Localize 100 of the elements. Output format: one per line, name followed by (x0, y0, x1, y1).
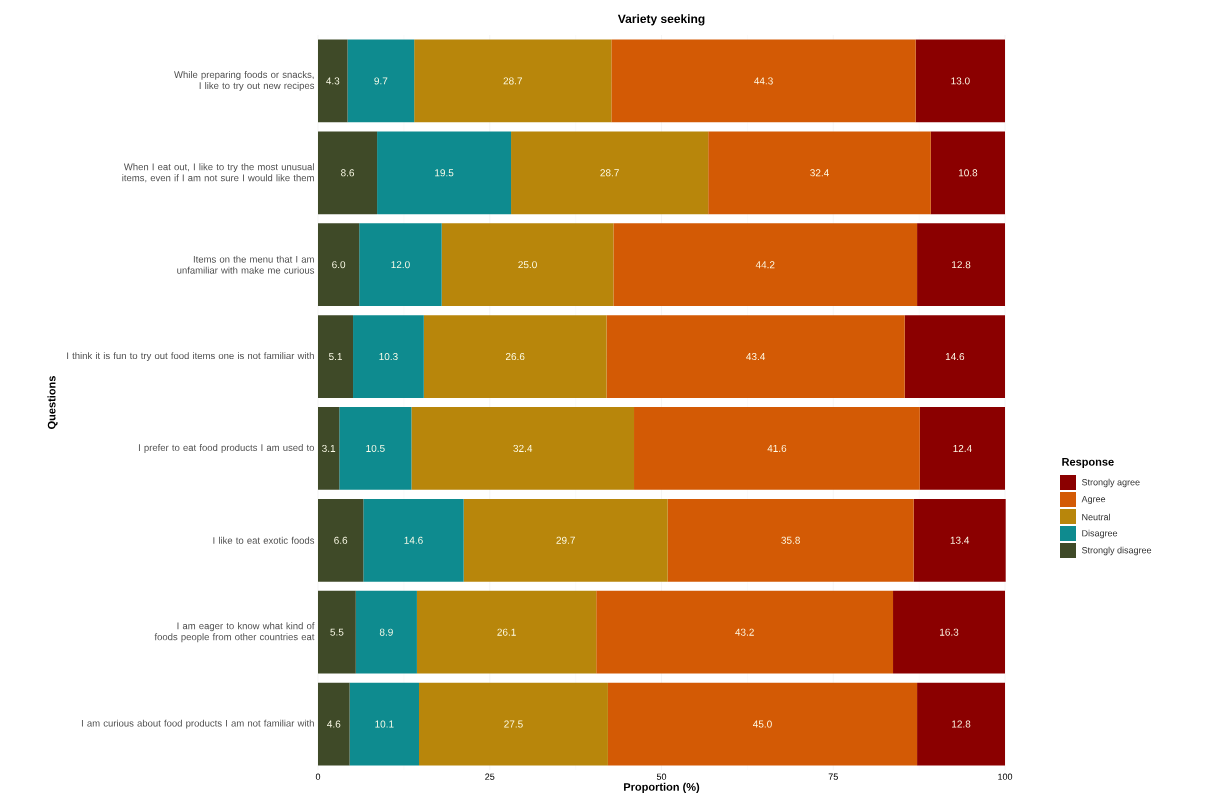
data-label: 12.8 (952, 261, 971, 269)
y-tick-label: I am eager to know what kind of foods people from other countries eat (154, 622, 315, 643)
data-label: 5.1 (328, 353, 342, 361)
bar (463, 498, 668, 582)
data-label: 14.6 (404, 536, 423, 544)
x-tick-label: 50 (656, 773, 667, 780)
data-label: 10.8 (958, 169, 978, 177)
bar (359, 223, 442, 307)
bar (423, 315, 607, 398)
data-label: 13.4 (950, 536, 970, 544)
data-label: 43.4 (746, 353, 766, 361)
data-label: 4.3 (326, 77, 340, 85)
data-label: 44.2 (755, 261, 775, 269)
bar (411, 407, 635, 490)
data-label: 12.8 (952, 720, 971, 728)
bar (913, 498, 1006, 582)
bar (915, 39, 1006, 123)
bar (355, 590, 417, 674)
data-label: 44.3 (754, 77, 773, 85)
bar (611, 39, 916, 123)
bar (917, 223, 1006, 307)
data-label: 43.2 (735, 628, 754, 636)
data-label: 6.0 (332, 261, 346, 269)
y-tick-label: Items on the menu that I am unfamiliar with make me curious (177, 255, 315, 274)
bar (318, 682, 350, 766)
bar (318, 590, 356, 674)
data-label: 12.0 (391, 261, 410, 269)
data-label: 32.4 (513, 444, 533, 452)
data-label: 29.7 (556, 536, 575, 544)
legend-label: Neutral (1082, 513, 1110, 521)
data-label: 5.5 (330, 628, 344, 636)
data-label: 41.6 (767, 444, 787, 452)
y-tick-label: While preparing foods or snacks, I like to try out new recipes (174, 71, 315, 91)
y-tick-label: I think it is fun to try out food items one is not familiar with (67, 352, 314, 361)
bar (318, 223, 360, 307)
data-label: 28.7 (600, 169, 619, 177)
data-label: 8.6 (341, 169, 355, 177)
bar (363, 498, 464, 582)
bar (318, 407, 340, 490)
data-label: 26.6 (505, 353, 525, 361)
x-tick-label: 0 (315, 773, 321, 780)
data-label: 16.3 (940, 628, 959, 636)
data-label: 25.0 (518, 261, 537, 269)
data-label: 12.4 (953, 444, 972, 452)
bar (347, 39, 415, 123)
y-tick-label: I prefer to eat food products I am used to (138, 444, 315, 453)
x-tick-label: 25 (485, 773, 495, 780)
bar (353, 315, 424, 398)
bar (318, 131, 378, 215)
bar (318, 315, 354, 398)
bar (511, 131, 709, 215)
x-tick-label: 75 (828, 773, 838, 780)
data-label: 19.5 (435, 169, 454, 177)
bar (339, 407, 412, 490)
data-label: 9.7 (374, 77, 388, 85)
data-label: 6.6 (334, 536, 348, 544)
data-label: 8.9 (379, 628, 393, 636)
legend-title: Response (1062, 458, 1114, 468)
data-label: 10.5 (366, 444, 385, 452)
x-axis-title: Proportion (%) (624, 782, 700, 794)
bar (349, 682, 419, 766)
y-tick-label: I like to eat exotic foods (213, 536, 315, 544)
y-tick-label: When I eat out, I like to try the most unusual items, even if I am not sure I would like them (122, 163, 314, 183)
data-label: 45.0 (753, 720, 772, 728)
data-label: 3.1 (322, 444, 336, 452)
bar (930, 131, 1006, 215)
y-axis-title: Questions (47, 376, 58, 429)
data-label: 28.7 (503, 77, 523, 85)
bar (318, 498, 364, 582)
data-label: 32.4 (810, 169, 829, 177)
bar (904, 315, 1006, 398)
bar (667, 498, 914, 582)
bar (613, 223, 918, 307)
data-label: 13.0 (951, 77, 970, 85)
legend-label: Disagree (1082, 529, 1118, 539)
legend-label: Strongly agree (1081, 478, 1140, 488)
data-label: 26.1 (497, 628, 516, 636)
bar (441, 223, 614, 307)
data-label: 10.1 (375, 720, 394, 728)
bar (318, 39, 348, 123)
data-label: 35.8 (781, 536, 800, 544)
data-label: 27.5 (504, 720, 523, 728)
bar (917, 682, 1006, 766)
bar (893, 590, 1006, 674)
bar (418, 682, 608, 766)
bar (414, 39, 612, 123)
bar (607, 682, 918, 766)
bar (416, 590, 597, 674)
legend-label: Agree (1081, 495, 1106, 505)
data-label: 14.6 (945, 353, 965, 361)
data-label: 4.6 (327, 720, 341, 728)
chart-title: Variety seeking (617, 14, 705, 26)
bar (596, 590, 894, 674)
x-tick-label: 100 (998, 773, 1013, 780)
bar (708, 131, 931, 215)
y-tick-label: I am curious about food products I am not familiar with (81, 719, 314, 729)
bar (919, 407, 1006, 490)
bar (634, 407, 920, 490)
bar (606, 315, 905, 398)
data-label: 10.3 (379, 353, 398, 361)
